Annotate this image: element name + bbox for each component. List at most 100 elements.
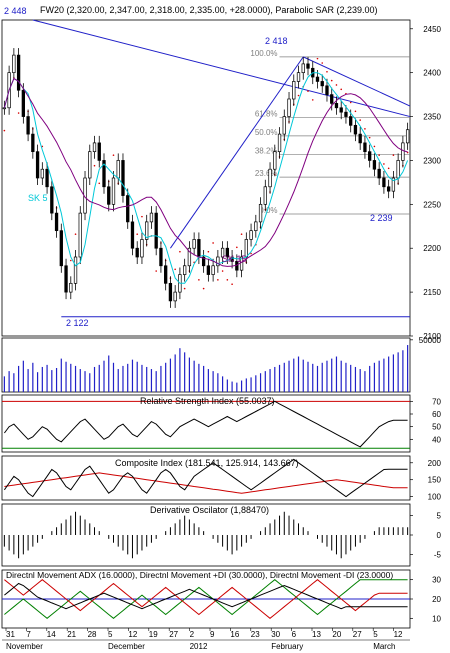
candle-body [306,63,310,69]
sar-dot [297,94,300,97]
fib-level-label: 50.0% [255,128,278,137]
candle-body [301,63,305,74]
candle-body [78,212,82,258]
candlestick [339,100,343,120]
candlestick [187,241,192,273]
candlestick [377,162,381,186]
candle-body [339,107,343,113]
candle-body [363,142,367,153]
candle-body [211,265,215,275]
candlestick [201,249,206,273]
candlestick [111,170,116,212]
candle-body [168,282,173,302]
candlestick [92,135,97,159]
candle-body [320,81,324,87]
candlestick [306,56,310,76]
x-month-label: February [271,642,303,651]
candle-body [287,98,291,117]
candlesticks [2,48,410,308]
candlestick [401,135,405,168]
candlestick [31,127,35,159]
sar-dot [202,287,205,290]
price-axis-tick-label: 2350 [423,113,441,122]
x-month-label: December [108,642,145,651]
candlestick [154,206,158,256]
candlestick [344,105,348,124]
candlestick [126,188,130,229]
candlestick [277,127,282,159]
fib-level-label: 100.0% [250,49,277,58]
x-tick-label: 7 [26,630,31,639]
x-tick-label: 12 [128,630,137,639]
composite-index-axis-tick-label: 100 [428,493,442,502]
composite-index-axis-tick-label: 150 [428,476,442,485]
fib-level-label: 38.2% [255,146,278,155]
candle-body [12,54,16,74]
derivative-oscillator-axis-tick-label: 5 [437,512,442,521]
candle-body [225,247,230,258]
candle-body [59,230,63,267]
sar-dot [349,101,352,104]
candlestick [363,135,367,159]
candle-body [164,265,168,284]
x-tick-label: 12 [394,630,403,639]
price-panel-frame [1,19,411,337]
candle-body [349,116,353,126]
candlestick [301,56,305,80]
candlestick [182,258,187,282]
candle-body [282,116,286,135]
candle-body [50,186,54,214]
candle-body [258,203,263,223]
candlestick [102,153,106,194]
candle-body [263,186,267,205]
candle-body [88,151,92,179]
candlestick [211,258,215,282]
candle-body [292,81,296,100]
rsi-panel-frame [1,394,411,453]
candle-body [21,89,26,117]
sar-dot [387,167,390,170]
price-axis-tick-label: 2250 [423,200,441,209]
sar-dot [340,88,343,91]
candle-body [230,256,234,262]
candlestick [358,127,362,150]
candlestick [50,179,54,221]
price-axis-tick-label: 2150 [423,288,441,297]
candle-body [220,247,225,258]
price-axis-tick-label: 2400 [423,69,441,78]
rsi-axis-tick-label: 40 [432,435,441,444]
rsi-axis-tick-label: 70 [432,397,441,406]
candlestick [173,285,177,308]
candlestick [107,179,111,212]
trendlines [32,19,411,318]
rsi-line [3,400,408,448]
candle-body [16,54,21,91]
x-tick-label: 30 [271,630,280,639]
candlestick [159,241,163,273]
candlestick [164,258,168,291]
x-axis: 31 7 14 21 28 5 12 19 27 2 9 16 23 30 6 13 20 27 5 12 Novemb… [2,628,410,651]
sar-dot [74,233,77,235]
candle-body [173,291,177,302]
candlestick [382,170,386,194]
candle-body [140,239,144,258]
candlestick [88,144,92,186]
candlestick [16,48,21,98]
candlestick [273,144,277,177]
derivative-oscillator-panel: -5 0 5 [1,503,442,567]
candle-body [382,177,386,188]
candlestick [372,153,377,177]
candle-body [73,256,78,284]
candlestick [254,214,258,238]
fibonacci-levels: 100.0% 61.8% 50.0% 38.2% 23.6% 0.0% [250,49,410,215]
candle-body [268,168,272,188]
sma-slow-label: SK 15 [222,254,247,264]
sar-dot [383,163,385,165]
candlestick [121,153,125,203]
sar-dot [240,233,243,235]
sar-dot [307,90,309,92]
candlestick [391,170,396,199]
candle-body [26,116,30,135]
candle-body [69,282,73,293]
